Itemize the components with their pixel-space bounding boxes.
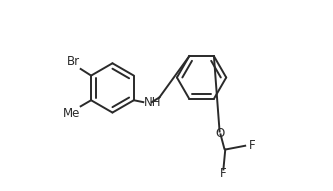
- Text: Br: Br: [67, 55, 80, 68]
- Text: F: F: [220, 167, 227, 180]
- Text: O: O: [215, 127, 224, 140]
- Text: Me: Me: [63, 107, 80, 120]
- Text: NH: NH: [144, 96, 162, 109]
- Text: F: F: [249, 139, 256, 152]
